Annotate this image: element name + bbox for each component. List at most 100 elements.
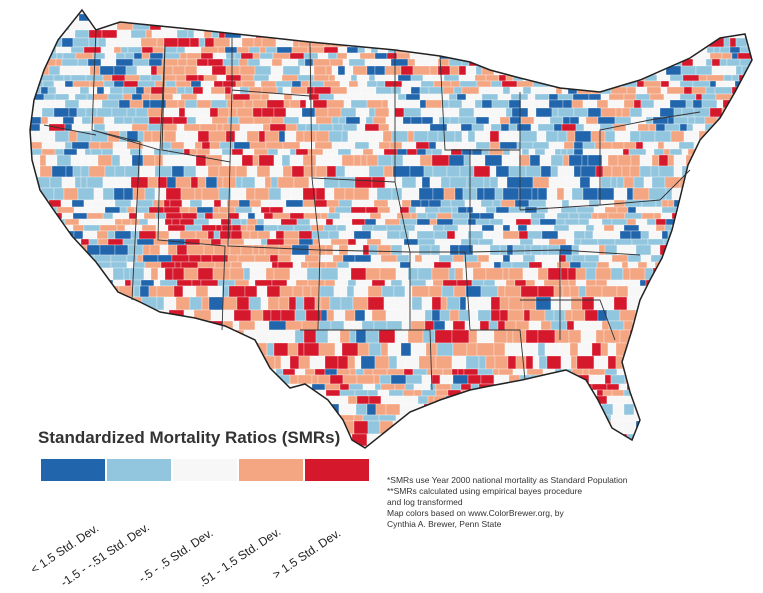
county-cell xyxy=(260,206,271,214)
county-cell xyxy=(431,296,442,311)
county-cell xyxy=(303,212,322,220)
county-cell xyxy=(163,206,181,214)
county-cell xyxy=(469,309,479,322)
county-cell xyxy=(751,206,752,214)
county-cell xyxy=(643,383,653,391)
county-cell xyxy=(394,383,406,391)
county-cell xyxy=(287,389,303,397)
county-cell xyxy=(726,58,741,67)
county-cell xyxy=(299,206,313,214)
county-cell xyxy=(669,74,684,82)
county-cell xyxy=(486,37,497,48)
county-cell xyxy=(335,165,346,178)
county-cell xyxy=(533,420,545,435)
county-cell xyxy=(705,141,714,150)
county-cell xyxy=(454,130,463,143)
county-cell xyxy=(639,279,647,287)
county-cell xyxy=(461,20,470,31)
county-cell xyxy=(727,148,741,156)
county-cell xyxy=(296,218,311,226)
county-cell xyxy=(530,218,541,226)
county-cell xyxy=(252,244,260,256)
county-cell xyxy=(756,262,763,268)
county-cell xyxy=(161,123,178,132)
county-cell xyxy=(627,285,642,298)
county-cell xyxy=(454,445,472,448)
county-cell xyxy=(278,296,290,311)
county-cell xyxy=(592,414,606,422)
county-cell xyxy=(658,154,669,167)
county-cell xyxy=(589,176,602,189)
county-cell xyxy=(353,285,369,298)
county-cell xyxy=(156,10,170,15)
county-cell xyxy=(79,296,87,311)
county-cell xyxy=(377,244,392,256)
county-cell xyxy=(604,374,612,385)
county-cell xyxy=(252,154,260,167)
county-cell xyxy=(668,80,681,88)
county-cell xyxy=(734,176,746,189)
county-cell xyxy=(720,374,729,385)
county-cell xyxy=(584,309,599,322)
county-cell xyxy=(650,165,660,178)
county-cell xyxy=(207,230,215,240)
county-cell xyxy=(149,93,164,101)
county-cell xyxy=(240,218,248,226)
county-cell xyxy=(477,368,494,376)
county-cell xyxy=(754,166,763,177)
county-cell xyxy=(238,212,249,220)
county-cell xyxy=(475,65,483,76)
county-cell xyxy=(159,279,178,287)
legend-swatch-2 xyxy=(106,458,172,482)
county-cell xyxy=(396,212,412,220)
note-line-2: **SMRs calculated using empirical bayes … xyxy=(387,486,583,496)
county-cell xyxy=(257,230,271,240)
county-cell xyxy=(713,279,722,287)
county-cell xyxy=(45,154,58,167)
county-cell xyxy=(127,383,141,391)
county-cell xyxy=(514,199,530,208)
county-cell xyxy=(318,254,334,263)
county-cell xyxy=(494,46,510,54)
county-cell xyxy=(82,374,92,385)
county-cell xyxy=(746,230,752,240)
county-cell xyxy=(101,355,112,370)
county-cell xyxy=(248,86,263,95)
county-cell xyxy=(171,389,183,397)
county-cell xyxy=(90,116,105,125)
county-cell xyxy=(256,165,271,178)
county-cell xyxy=(375,403,387,416)
county-cell xyxy=(131,389,143,397)
county-cell xyxy=(592,123,601,132)
county-cell xyxy=(382,130,393,143)
state-boundary xyxy=(300,329,433,391)
county-cell xyxy=(124,10,132,15)
county-cell xyxy=(390,374,407,385)
county-cell xyxy=(565,65,578,76)
county-cell xyxy=(178,403,192,416)
county-cell xyxy=(63,395,78,405)
county-cell xyxy=(566,130,576,143)
county-cell xyxy=(720,403,739,416)
county-cell xyxy=(314,141,333,150)
county-cell xyxy=(539,218,557,226)
county-cell xyxy=(678,37,695,48)
county-cell xyxy=(220,199,228,208)
county-cell xyxy=(284,10,298,15)
county-cell xyxy=(535,29,549,39)
county-cell xyxy=(440,296,448,311)
county-cell xyxy=(701,165,710,178)
county-cell xyxy=(514,212,532,220)
county-cell xyxy=(663,261,675,269)
county-cell xyxy=(113,65,127,76)
county-cell xyxy=(663,420,682,435)
county-cell xyxy=(434,329,453,344)
county-cell xyxy=(572,46,589,54)
county-cell xyxy=(407,309,426,322)
county-cell xyxy=(30,46,34,54)
county-cell xyxy=(272,212,291,220)
county-cell xyxy=(449,65,460,76)
county-cell xyxy=(531,187,539,201)
county-cell xyxy=(270,116,285,125)
county-cell xyxy=(522,296,537,311)
